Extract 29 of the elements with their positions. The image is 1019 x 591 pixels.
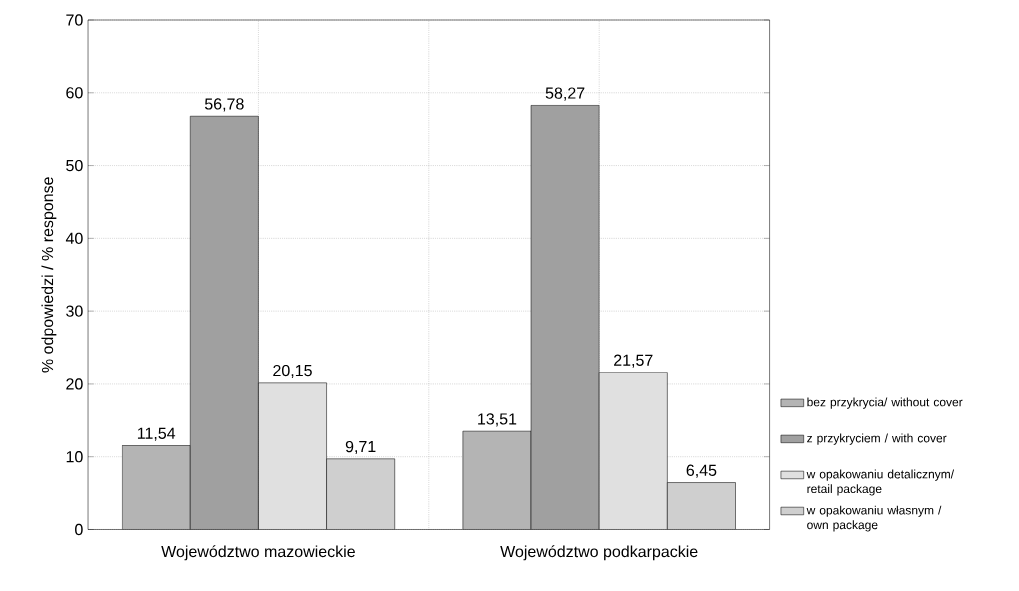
bar (189, 116, 259, 530)
y-tick-label: 0 (75, 523, 83, 536)
y-tick-label: 20 (66, 378, 83, 390)
y-tick-label: 40 (65, 232, 83, 245)
legend-label: w opakowaniu własnym / own package (806, 505, 942, 532)
data-label: 20,15 (273, 364, 312, 379)
bar (530, 105, 600, 530)
data-label: 21,57 (614, 354, 653, 368)
y-tick-label: 50 (66, 159, 83, 172)
legend-label: bez przykrycia/ without cover (807, 397, 963, 409)
y-axis-title: % odpowiedzi / % response (41, 177, 57, 373)
data-label: 11,54 (137, 427, 176, 441)
bar (121, 445, 191, 530)
y-tick-label: 60 (66, 87, 83, 99)
data-label: 58,27 (545, 87, 585, 101)
x-tick-label: Województwo mazowieckie (161, 545, 355, 561)
data-label: 6,45 (686, 464, 717, 478)
bar (258, 382, 327, 530)
x-tick-label: Województwo podkarpackie (500, 545, 698, 561)
data-label: 56,78 (204, 98, 244, 112)
data-label: 9,71 (345, 440, 376, 455)
bar (462, 430, 532, 530)
legend-label: w opakowaniu detalicznym/ retail package (806, 469, 955, 496)
y-tick-label: 70 (66, 14, 83, 26)
legend-label: z przykryciem / with cover (807, 433, 947, 445)
bar (598, 372, 668, 530)
y-tick-label: 10 (66, 451, 83, 463)
data-label: 13,51 (478, 413, 517, 427)
y-tick-label: 30 (66, 305, 83, 317)
